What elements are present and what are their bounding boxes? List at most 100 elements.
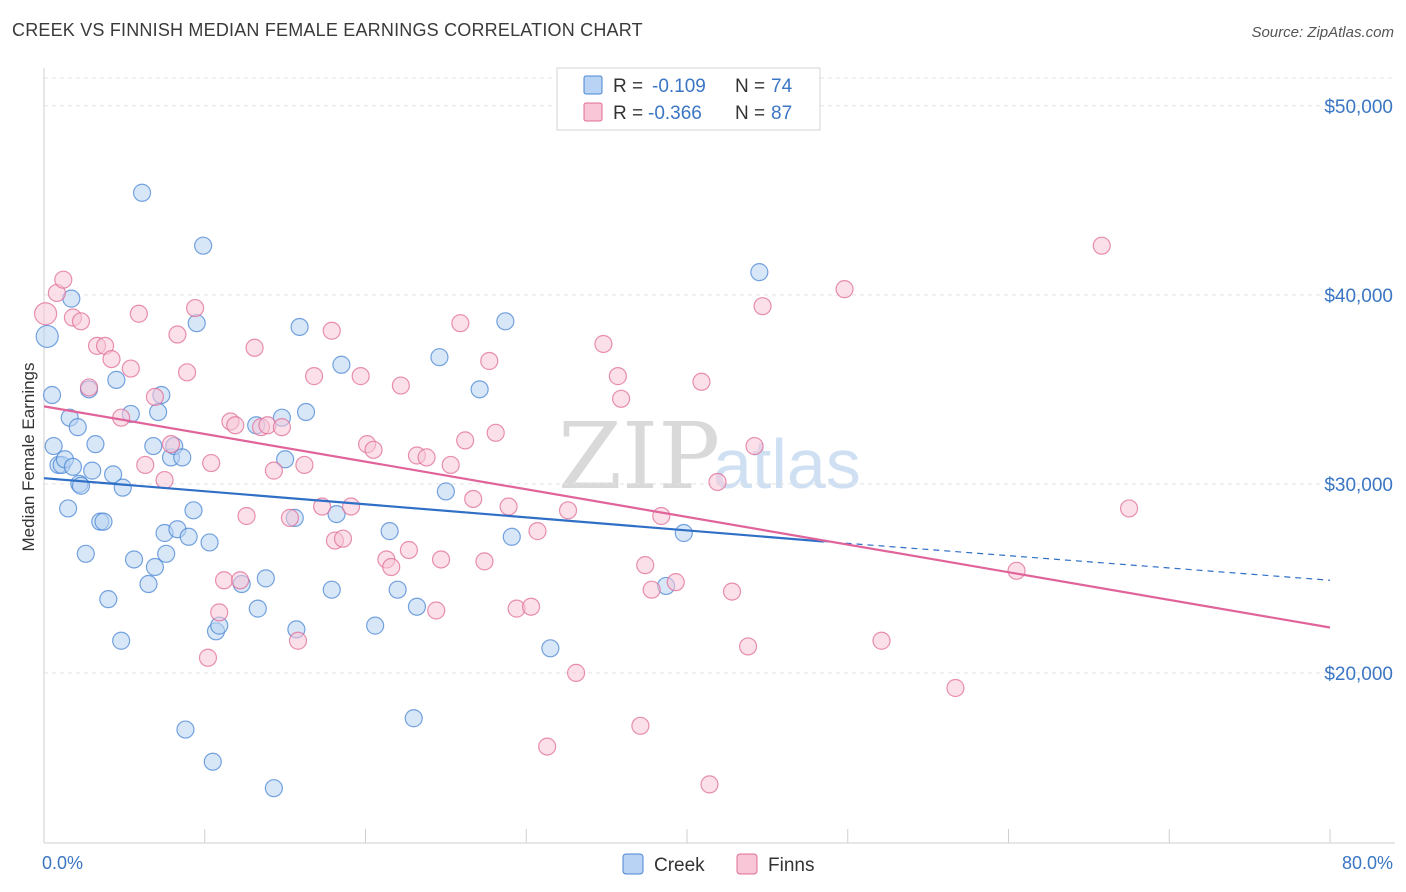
- finns-point-37: [322, 321, 341, 340]
- finns-point-82: [872, 631, 891, 650]
- legend-creek-swatch: [583, 75, 603, 95]
- legend-finns-r-value: -0.366: [648, 103, 702, 124]
- tick-labels: $20,000 $30,000 $40,000 $50,000 0.0% 80.0%: [42, 97, 1393, 873]
- finns-point-32: [280, 508, 300, 527]
- finns-point-54: [456, 431, 475, 450]
- finns-point-74: [692, 372, 711, 391]
- creek-point-18: [94, 512, 113, 531]
- finns-point-76: [708, 472, 727, 492]
- finns-point-79: [745, 436, 764, 456]
- watermark-zip: ZIP: [558, 403, 720, 510]
- finns-point-0: [34, 302, 58, 326]
- finns-point-77: [722, 582, 742, 601]
- finns-points: [34, 236, 1139, 794]
- creek-point-67: [436, 482, 455, 501]
- finns-point-52: [441, 455, 460, 475]
- bottom-legend-creek-label: Creek: [654, 855, 705, 876]
- creek-point-37: [173, 448, 192, 467]
- legend-finns-n-value: 87: [771, 103, 792, 124]
- creek-point-26: [132, 183, 152, 202]
- finns-point-64: [558, 501, 578, 520]
- finns-point-33: [288, 631, 308, 650]
- finns-point-5: [79, 378, 99, 397]
- finns-point-31: [272, 418, 292, 437]
- finns-point-80: [753, 297, 772, 316]
- finns-point-2: [54, 270, 73, 289]
- creek-regression-line: [43, 477, 824, 543]
- creek-point-9: [63, 457, 83, 476]
- source-label: Source: ZipAtlas.com: [1251, 24, 1394, 41]
- creek-point-6: [59, 499, 78, 518]
- chart-title: CREEK VS FINNISH MEDIAN FEMALE EARNINGS …: [12, 20, 643, 40]
- creek-point-39: [179, 527, 198, 546]
- finns-point-65: [566, 663, 586, 682]
- finns-point-51: [431, 550, 451, 569]
- finns-point-18: [186, 298, 205, 318]
- finns-point-12: [136, 455, 155, 475]
- finns-point-13: [145, 387, 165, 407]
- legend-finns-n-label: N =: [735, 103, 765, 124]
- creek-point-69: [496, 312, 515, 331]
- finns-point-62: [528, 522, 547, 541]
- finns-point-46: [391, 376, 410, 395]
- finns-point-81: [835, 280, 854, 299]
- finns-point-43: [364, 440, 383, 459]
- finns-point-20: [202, 453, 221, 473]
- creek-point-66: [430, 348, 449, 367]
- finns-point-36: [312, 497, 332, 516]
- creek-point-64: [404, 709, 423, 728]
- finns-point-49: [417, 448, 436, 467]
- finns-point-75: [700, 775, 719, 794]
- creek-point-10: [68, 418, 87, 437]
- finns-point-70: [636, 556, 655, 575]
- y-axis-label: Median Female Earnings: [19, 363, 38, 552]
- creek-point-70: [502, 527, 521, 546]
- creek-point-56: [290, 317, 309, 337]
- creek-point-21: [107, 370, 126, 389]
- finns-point-86: [1119, 499, 1139, 518]
- finns-point-68: [611, 389, 631, 408]
- watermark-atlas: atlas: [713, 425, 861, 503]
- creek-point-1: [42, 385, 62, 405]
- creek-point-60: [332, 355, 351, 374]
- finns-point-71: [642, 580, 661, 599]
- finns-point-40: [341, 497, 361, 516]
- creek-point-42: [194, 236, 213, 255]
- creek-point-43: [200, 533, 219, 552]
- finns-point-17: [177, 363, 197, 382]
- finns-point-34: [295, 455, 314, 475]
- finns-point-14: [155, 470, 174, 490]
- creek-point-19: [99, 590, 118, 609]
- creek-points: [35, 183, 769, 798]
- creek-point-68: [470, 380, 489, 399]
- finns-point-85: [1092, 236, 1111, 255]
- finns-point-47: [399, 540, 419, 560]
- creek-point-63: [388, 580, 407, 599]
- bottom-legend-finns-swatch: [736, 853, 758, 875]
- creek-point-53: [276, 450, 295, 469]
- creek-point-0: [35, 324, 59, 349]
- creek-point-73: [674, 523, 693, 543]
- creek-point-38: [176, 720, 195, 739]
- legend-finns-swatch: [583, 102, 603, 122]
- finns-point-39: [333, 529, 353, 548]
- finns-point-58: [486, 423, 505, 442]
- finns-point-84: [1007, 561, 1026, 580]
- finns-point-55: [464, 489, 483, 509]
- finns-point-61: [521, 597, 541, 616]
- finns-point-10: [121, 359, 140, 378]
- finns-point-67: [608, 367, 627, 386]
- finns-point-27: [245, 338, 264, 357]
- creek-point-30: [149, 402, 168, 422]
- finns-point-45: [382, 557, 401, 577]
- legend-finns-r-label: R =: [613, 103, 643, 124]
- legend-creek-n-value: 74: [771, 76, 793, 97]
- creek-point-2: [44, 436, 63, 456]
- finns-point-8: [102, 349, 121, 369]
- finns-point-78: [738, 637, 758, 656]
- finns-point-53: [451, 314, 470, 333]
- finns-point-35: [304, 367, 324, 386]
- creek-point-13: [76, 544, 95, 563]
- y-tick-label-20000: $20,000: [1324, 664, 1393, 685]
- creek-point-22: [112, 631, 131, 650]
